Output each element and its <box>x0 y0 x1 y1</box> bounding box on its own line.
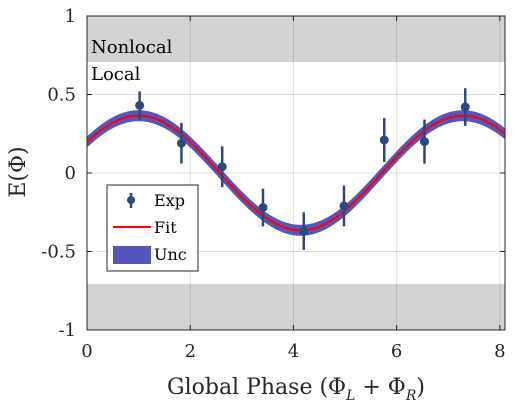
y-axis-label: E(Φ) <box>6 146 31 197</box>
x-tick-labels: 0 2 4 6 8 <box>81 341 505 362</box>
y-tick-label-2: 0 <box>65 163 76 184</box>
legend-exp-marker <box>127 196 135 204</box>
uncertainty-band <box>87 110 505 236</box>
legend-unc-swatch <box>113 246 151 264</box>
uncertainty-band-group <box>87 110 505 236</box>
region-0 <box>87 16 505 63</box>
data-point-1 <box>176 138 186 148</box>
region-label-local: Local <box>91 64 141 85</box>
legend: Exp Fit Unc <box>106 184 199 272</box>
data-point-0 <box>135 100 145 110</box>
data-points-group <box>135 88 470 250</box>
x-tick-label-1: 2 <box>184 341 195 362</box>
x-axis-label: Global Phase (ΦL + ΦR) <box>167 375 425 404</box>
x-tick-label-3: 6 <box>391 341 402 362</box>
region-label-nonlocal: Nonlocal <box>91 37 173 58</box>
data-point-3 <box>258 203 268 213</box>
x-tick-label-2: 4 <box>288 341 299 362</box>
data-point-4 <box>299 226 309 236</box>
y-tick-labels: -1 -0.5 0 0.5 1 <box>41 6 76 341</box>
y-tick-label-0: -1 <box>58 320 76 341</box>
y-tick-label-1: -0.5 <box>41 242 76 263</box>
data-point-2 <box>217 162 227 172</box>
data-point-6 <box>379 135 389 145</box>
y-tick-label-3: 0.5 <box>47 85 76 106</box>
legend-label-exp: Exp <box>154 191 185 210</box>
fit-line-group <box>86 114 506 232</box>
x-tick-label-0: 0 <box>81 341 92 362</box>
data-point-8 <box>460 102 470 112</box>
x-tick-label-4: 8 <box>494 341 505 362</box>
y-tick-label-4: 1 <box>65 6 76 27</box>
axes <box>86 15 506 331</box>
legend-label-unc: Unc <box>154 245 187 264</box>
data-point-5 <box>339 201 349 211</box>
legend-label-fit: Fit <box>154 218 177 237</box>
fit-line <box>86 114 506 232</box>
region-2 <box>87 283 505 330</box>
data-point-7 <box>419 137 429 147</box>
